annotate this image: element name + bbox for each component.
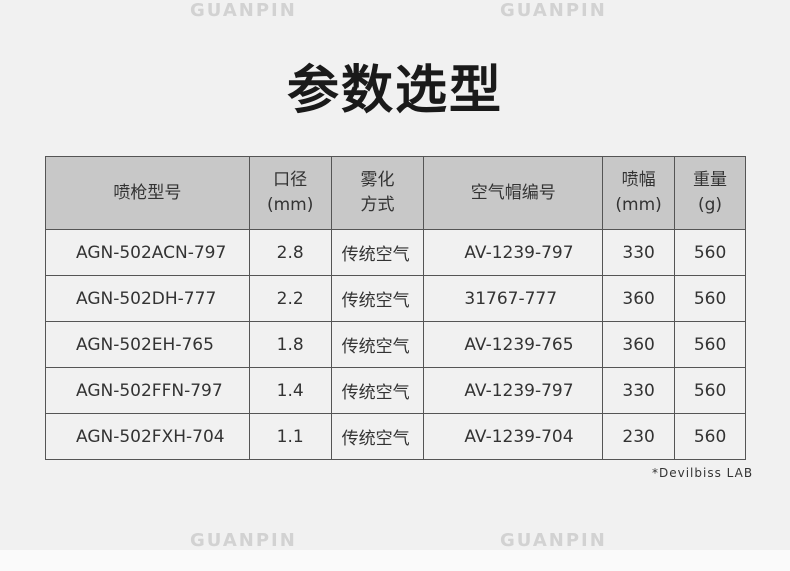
- table-cell: 传统空气: [330, 321, 425, 368]
- table-cell: 传统空气: [330, 275, 425, 322]
- table-cell: 360: [602, 321, 676, 368]
- page-title: 参数选型: [286, 61, 503, 121]
- table-cell: AGN-502FFN-797: [45, 367, 250, 414]
- table-cell: 31767-777: [423, 275, 604, 322]
- table-cell: 360: [602, 275, 676, 322]
- spec-table: 喷枪型号 口径 (mm) 雾化 方式 空气帽编号 喷幅 (mm) 重量 (g) AGN-…: [45, 156, 746, 460]
- footer-strip: [0, 550, 790, 571]
- header-cell: 喷幅 (mm): [602, 156, 676, 230]
- header-cell: 空气帽编号: [423, 156, 604, 230]
- header-cell: 口径 (mm): [248, 156, 332, 230]
- table-cell: AV-1239-704: [423, 413, 604, 460]
- table-cell: 560: [674, 275, 746, 322]
- table-cell: 1.1: [248, 413, 332, 460]
- watermark-logo: GUANPIN: [500, 0, 607, 21]
- table-cell: AGN-502DH-777: [45, 275, 250, 322]
- table-cell: 230: [602, 413, 676, 460]
- source-note: *Devilbiss LAB: [652, 466, 754, 480]
- watermark-logo: GUANPIN: [190, 530, 297, 551]
- table-cell: 330: [602, 367, 676, 414]
- table-cell: 传统空气: [330, 367, 425, 414]
- table-cell: 560: [674, 367, 746, 414]
- table-cell: 2.8: [248, 229, 332, 276]
- table-cell: 560: [674, 413, 746, 460]
- table-cell: AV-1239-797: [423, 229, 604, 276]
- table-cell: 1.8: [248, 321, 332, 368]
- table-cell: 330: [602, 229, 676, 276]
- header-cell: 喷枪型号: [45, 156, 250, 230]
- table-cell: AGN-502EH-765: [45, 321, 250, 368]
- watermark-logo: GUANPIN: [190, 0, 297, 21]
- table-row: AGN-502ACN-797 2.8 传统空气 AV-1239-797 330 560: [45, 229, 746, 276]
- header-cell: 重量 (g): [674, 156, 746, 230]
- table-row: AGN-502DH-777 2.2 传统空气 31767-777 360 560: [45, 275, 746, 322]
- table-header-row: 喷枪型号 口径 (mm) 雾化 方式 空气帽编号 喷幅 (mm) 重量 (g): [45, 156, 746, 230]
- table-row: AGN-502EH-765 1.8 传统空气 AV-1239-765 360 560: [45, 321, 746, 368]
- table-row: AGN-502FFN-797 1.4 传统空气 AV-1239-797 330 560: [45, 367, 746, 414]
- table-cell: AGN-502ACN-797: [45, 229, 250, 276]
- table-cell: 1.4: [248, 367, 332, 414]
- table-cell: 560: [674, 229, 746, 276]
- table-cell: AGN-502FXH-704: [45, 413, 250, 460]
- table-cell: 传统空气: [330, 413, 425, 460]
- table-row: AGN-502FXH-704 1.1 传统空气 AV-1239-704 230 560: [45, 413, 746, 460]
- watermark-logo: GUANPIN: [500, 530, 607, 551]
- table-cell: 560: [674, 321, 746, 368]
- table-cell: 2.2: [248, 275, 332, 322]
- table-cell: AV-1239-797: [423, 367, 604, 414]
- table-cell: AV-1239-765: [423, 321, 604, 368]
- header-cell: 雾化 方式: [330, 156, 425, 230]
- table-cell: 传统空气: [330, 229, 425, 276]
